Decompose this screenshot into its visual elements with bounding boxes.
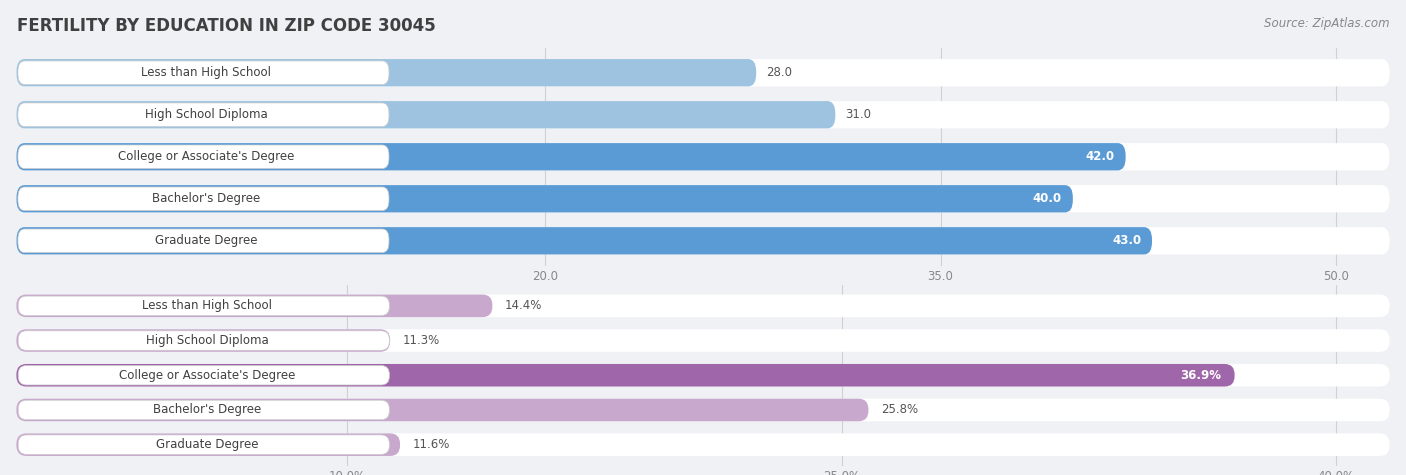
FancyBboxPatch shape <box>17 101 1389 128</box>
FancyBboxPatch shape <box>18 435 389 455</box>
FancyBboxPatch shape <box>17 227 1152 255</box>
FancyBboxPatch shape <box>17 399 1389 421</box>
FancyBboxPatch shape <box>17 143 1126 171</box>
Text: Less than High School: Less than High School <box>142 299 273 313</box>
FancyBboxPatch shape <box>17 329 389 352</box>
FancyBboxPatch shape <box>18 400 389 420</box>
Text: 14.4%: 14.4% <box>505 299 543 313</box>
FancyBboxPatch shape <box>17 185 1389 212</box>
FancyBboxPatch shape <box>17 364 1389 387</box>
FancyBboxPatch shape <box>18 187 389 210</box>
Text: Less than High School: Less than High School <box>141 66 271 79</box>
Text: 42.0: 42.0 <box>1085 150 1115 163</box>
Text: Source: ZipAtlas.com: Source: ZipAtlas.com <box>1264 17 1389 29</box>
FancyBboxPatch shape <box>18 229 389 253</box>
FancyBboxPatch shape <box>18 296 389 315</box>
Text: College or Associate's Degree: College or Associate's Degree <box>118 150 294 163</box>
Text: 43.0: 43.0 <box>1112 234 1142 247</box>
FancyBboxPatch shape <box>17 227 1389 255</box>
FancyBboxPatch shape <box>17 59 1389 86</box>
FancyBboxPatch shape <box>17 59 756 86</box>
Text: 25.8%: 25.8% <box>882 403 918 417</box>
FancyBboxPatch shape <box>17 294 492 317</box>
Text: Graduate Degree: Graduate Degree <box>155 234 257 247</box>
Text: 31.0: 31.0 <box>845 108 872 121</box>
Text: 11.3%: 11.3% <box>402 334 440 347</box>
FancyBboxPatch shape <box>17 101 835 128</box>
Text: 28.0: 28.0 <box>766 66 793 79</box>
Text: Graduate Degree: Graduate Degree <box>156 438 259 451</box>
FancyBboxPatch shape <box>18 366 389 385</box>
Text: Bachelor's Degree: Bachelor's Degree <box>153 403 262 417</box>
Text: FERTILITY BY EDUCATION IN ZIP CODE 30045: FERTILITY BY EDUCATION IN ZIP CODE 30045 <box>17 17 436 35</box>
FancyBboxPatch shape <box>17 399 869 421</box>
Text: 40.0: 40.0 <box>1033 192 1062 205</box>
Text: 11.6%: 11.6% <box>413 438 450 451</box>
FancyBboxPatch shape <box>18 103 389 126</box>
FancyBboxPatch shape <box>17 185 1073 212</box>
FancyBboxPatch shape <box>17 329 1389 352</box>
FancyBboxPatch shape <box>18 145 389 169</box>
FancyBboxPatch shape <box>17 364 1234 387</box>
FancyBboxPatch shape <box>17 433 401 456</box>
FancyBboxPatch shape <box>17 294 1389 317</box>
Text: High School Diploma: High School Diploma <box>146 334 269 347</box>
FancyBboxPatch shape <box>17 143 1389 171</box>
FancyBboxPatch shape <box>17 433 1389 456</box>
FancyBboxPatch shape <box>18 331 389 350</box>
Text: College or Associate's Degree: College or Associate's Degree <box>120 369 295 382</box>
FancyBboxPatch shape <box>18 61 389 85</box>
Text: Bachelor's Degree: Bachelor's Degree <box>152 192 260 205</box>
Text: 36.9%: 36.9% <box>1180 369 1220 382</box>
Text: High School Diploma: High School Diploma <box>145 108 267 121</box>
